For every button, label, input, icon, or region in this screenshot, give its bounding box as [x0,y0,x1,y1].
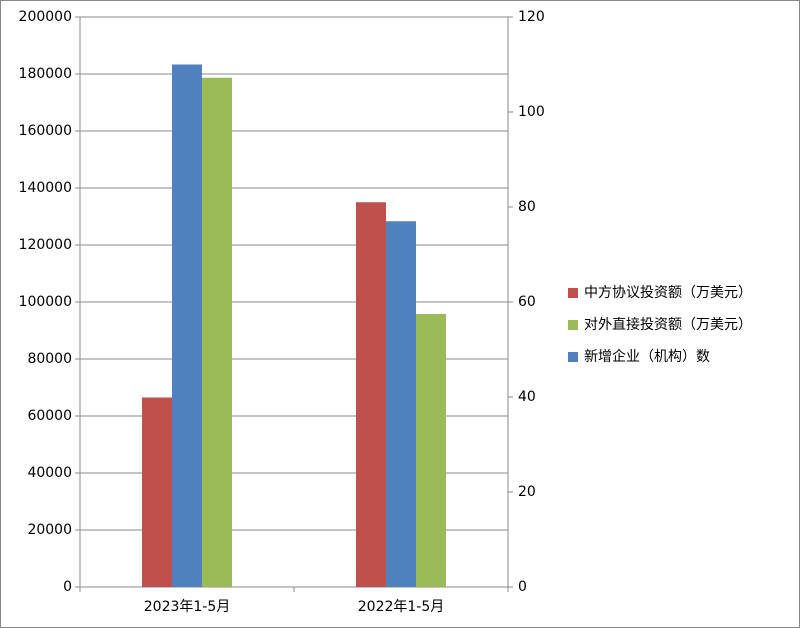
y-tick-label: 200000 [19,9,72,25]
y-tick-label: 160000 [19,123,72,139]
y-tick-label: 120000 [19,237,72,253]
bar [172,64,202,587]
bar [416,313,446,587]
legend-swatch [568,352,578,362]
bar [142,397,172,587]
y-tick-label: 100000 [19,294,72,310]
legend-label: 中方协议投资额（万美元） [584,285,752,301]
legend-label: 对外直接投资额（万美元） [584,316,752,333]
y-tick-label: 20000 [27,522,72,538]
y-tick-label: 80000 [27,351,72,367]
y2-tick-label: 80 [518,199,536,215]
x-tick-label: 2022年1-5月 [358,599,445,615]
y-tick-label: 180000 [19,66,72,82]
y2-tick-label: 100 [518,104,545,120]
x-tick-label: 2023年1-5月 [144,599,231,615]
y2-tick-label: 120 [518,9,545,25]
legend-swatch [568,288,578,298]
legend-label: 新增企业（机构）数 [584,348,710,365]
legend-swatch [568,320,578,330]
y2-tick-label: 60 [518,294,536,310]
y2-tick-label: 0 [518,579,527,595]
y-tick-label: 0 [63,579,72,595]
y-tick-label: 140000 [19,180,72,196]
bar [202,77,232,587]
y-tick-label: 60000 [27,408,72,424]
bar [386,221,416,587]
y2-tick-label: 20 [518,484,536,500]
bar [356,202,386,587]
y-tick-label: 40000 [27,465,72,481]
y2-tick-label: 40 [518,389,536,405]
